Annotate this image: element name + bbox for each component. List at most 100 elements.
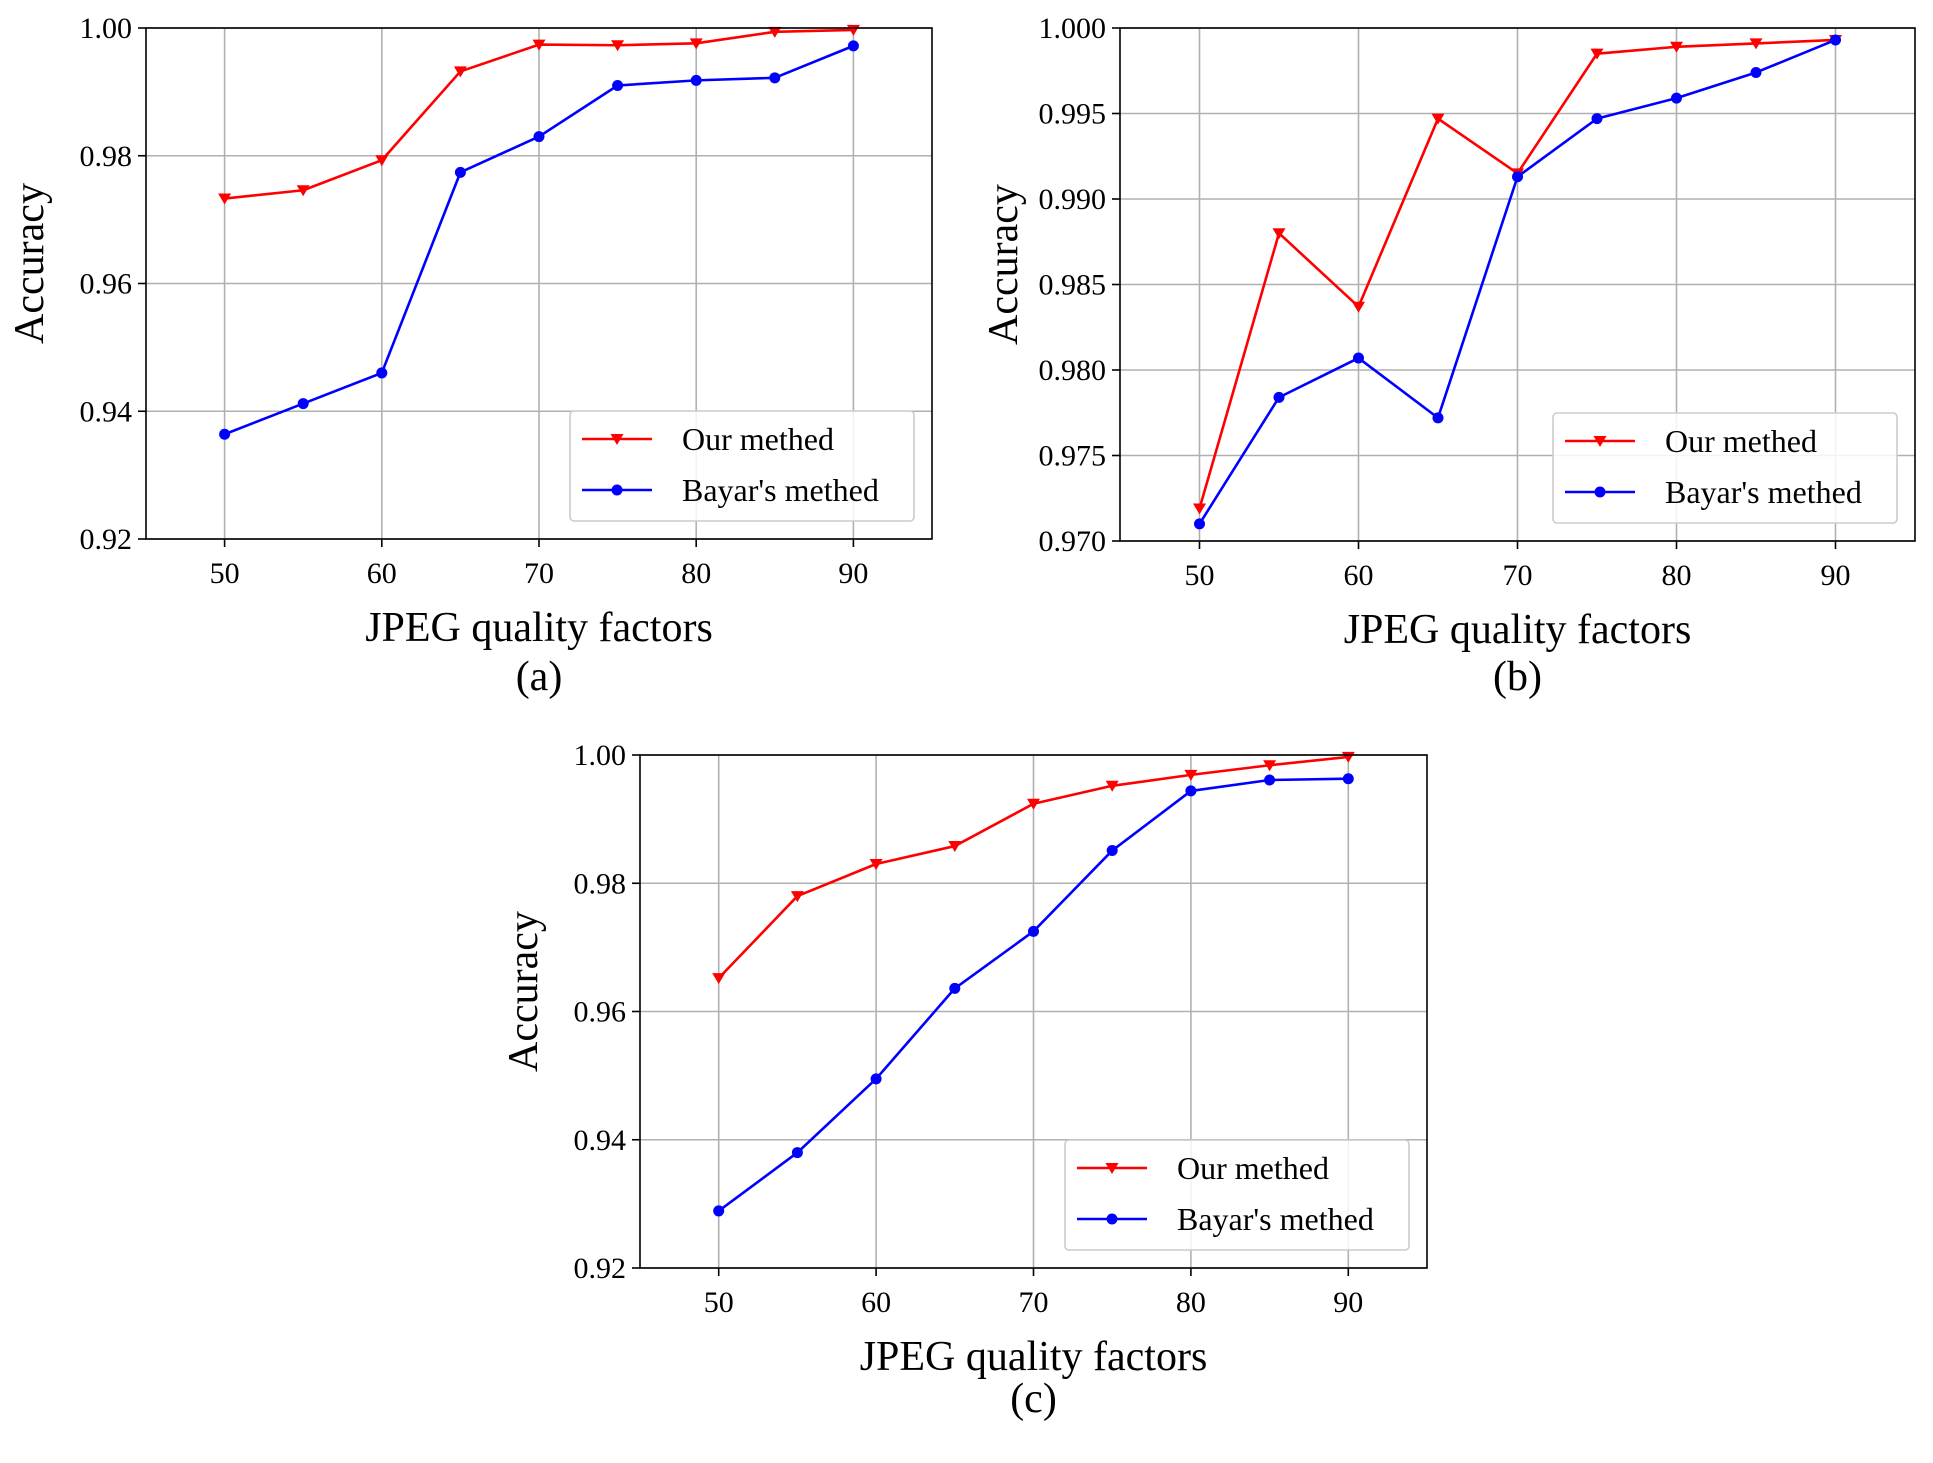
data-point-our-methed xyxy=(712,973,726,985)
data-point-bayars-methed xyxy=(1671,92,1682,104)
data-point-bayars-methed xyxy=(847,40,859,52)
legend: Our methed Bayar's methed xyxy=(1064,1139,1410,1251)
y-tick-label: 0.96 xyxy=(574,996,627,1029)
legend: Our methed Bayar's methed xyxy=(569,410,915,522)
y-tick-label: 0.990 xyxy=(1039,183,1107,216)
data-point-our-methed xyxy=(768,26,782,38)
legend-label: Bayar's methed xyxy=(682,472,879,508)
x-axis-title: JPEG quality factors xyxy=(1344,607,1692,653)
data-point-our-methed xyxy=(869,859,883,871)
data-point-bayars-methed xyxy=(690,74,702,86)
data-point-bayars-methed xyxy=(454,166,466,178)
y-tick-label: 0.980 xyxy=(1039,354,1107,387)
legend-marker xyxy=(610,434,624,445)
data-point-our-methed xyxy=(1193,503,1206,515)
data-point-our-methed xyxy=(1027,798,1040,810)
data-point-bayars-methed xyxy=(1591,113,1603,125)
data-point-our-methed xyxy=(948,841,962,853)
chart-panel-a: 50 60 70 80 90 0.92 0.94 0.96 0.98 1.00 JPEG quali… xyxy=(7,12,933,700)
plot-frame xyxy=(639,754,1428,1269)
x-tick-label: 80 xyxy=(1662,559,1692,592)
legend-marker xyxy=(1593,436,1607,447)
data-point-bayars-methed xyxy=(219,428,231,440)
legend-box xyxy=(1552,412,1898,524)
legend-box xyxy=(569,410,915,522)
x-tick-label: 60 xyxy=(1344,559,1374,592)
y-axis-title: Accuracy xyxy=(7,183,53,344)
chart-panel-c: 50 60 70 80 90 0.92 0.94 0.96 0.98 1.00 JPEG quali… xyxy=(501,739,1428,1422)
y-tick-label: 0.995 xyxy=(1039,98,1107,131)
x-axis-title: JPEG quality factors xyxy=(860,1334,1208,1380)
data-point-our-methed xyxy=(1272,228,1286,240)
x-tick-label: 50 xyxy=(704,1286,734,1319)
data-point-bayars-methed xyxy=(297,398,309,410)
y-tick-label: 0.970 xyxy=(1039,525,1107,558)
y-tick-label: 0.98 xyxy=(80,140,133,173)
x-axis-title: JPEG quality factors xyxy=(365,605,713,651)
y-tick-label: 0.96 xyxy=(80,268,133,301)
data-point-our-methed xyxy=(1431,113,1445,125)
x-tick-label: 50 xyxy=(1185,559,1215,592)
legend-marker xyxy=(1105,1163,1119,1174)
data-point-bayars-methed xyxy=(1028,925,1039,937)
panel-caption: (a) xyxy=(516,654,563,700)
plot-frame xyxy=(1119,27,1916,542)
y-tick-label: 0.92 xyxy=(574,1252,627,1285)
y-tick-label: 0.985 xyxy=(1039,269,1107,302)
legend-label: Bayar's methed xyxy=(1665,474,1862,510)
legend-label: Our methed xyxy=(1665,423,1817,459)
x-tick-label: 90 xyxy=(1821,559,1851,592)
x-tick-label: 50 xyxy=(210,557,240,590)
data-point-bayars-methed xyxy=(769,72,781,84)
x-tick-label: 70 xyxy=(1019,1286,1049,1319)
data-point-bayars-methed xyxy=(1185,785,1197,797)
data-point-our-methed xyxy=(1670,41,1683,53)
x-tick-label: 80 xyxy=(1176,1286,1206,1319)
plot-frame xyxy=(145,27,933,540)
y-tick-label: 0.92 xyxy=(80,523,133,556)
legend-label: Bayar's methed xyxy=(1177,1201,1374,1237)
data-point-bayars-methed xyxy=(1432,412,1444,424)
data-point-bayars-methed xyxy=(1106,845,1118,857)
legend-marker xyxy=(1594,486,1606,498)
data-point-our-methed xyxy=(1184,769,1198,781)
data-point-our-methed xyxy=(375,155,389,167)
legend: Our methed Bayar's methed xyxy=(1552,412,1898,524)
data-point-bayars-methed xyxy=(791,1147,803,1159)
legend-label: Our methed xyxy=(682,421,834,457)
data-point-our-methed xyxy=(218,193,232,205)
y-tick-label: 0.94 xyxy=(80,395,133,428)
x-tick-label: 70 xyxy=(524,557,554,590)
y-axis-title: Accuracy xyxy=(501,911,547,1072)
legend-label: Our methed xyxy=(1177,1150,1329,1186)
data-point-our-methed xyxy=(296,185,310,197)
y-tick-label: 0.94 xyxy=(574,1124,627,1157)
data-point-our-methed xyxy=(1105,780,1119,792)
x-tick-label: 60 xyxy=(367,557,397,590)
y-tick-label: 1.00 xyxy=(80,12,133,45)
y-tick-label: 0.975 xyxy=(1039,440,1107,473)
data-point-bayars-methed xyxy=(376,367,388,379)
data-point-bayars-methed xyxy=(949,982,961,994)
y-tick-label: 0.98 xyxy=(574,867,627,900)
data-point-our-methed xyxy=(1749,38,1763,50)
chart-panel-b: 50 60 70 80 90 0.970 0.975 0.980 0.985 0.990 0.995… xyxy=(981,12,1916,700)
panel-caption: (c) xyxy=(1010,1376,1057,1422)
x-tick-label: 80 xyxy=(681,557,711,590)
x-tick-label: 70 xyxy=(1503,559,1533,592)
data-point-bayars-methed xyxy=(1512,171,1523,183)
data-point-bayars-methed xyxy=(1194,518,1205,530)
legend-box xyxy=(1064,1139,1410,1251)
data-point-bayars-methed xyxy=(1830,34,1841,46)
data-point-bayars-methed xyxy=(1264,774,1276,786)
y-tick-label: 1.00 xyxy=(574,739,627,772)
data-point-bayars-methed xyxy=(1353,352,1364,364)
data-point-our-methed xyxy=(611,40,625,52)
data-point-bayars-methed xyxy=(1342,773,1354,785)
data-point-bayars-methed xyxy=(1750,66,1762,78)
data-point-bayars-methed xyxy=(713,1205,725,1217)
data-point-our-methed xyxy=(453,66,467,78)
y-axis-title: Accuracy xyxy=(981,184,1027,345)
data-point-our-methed xyxy=(532,39,546,51)
